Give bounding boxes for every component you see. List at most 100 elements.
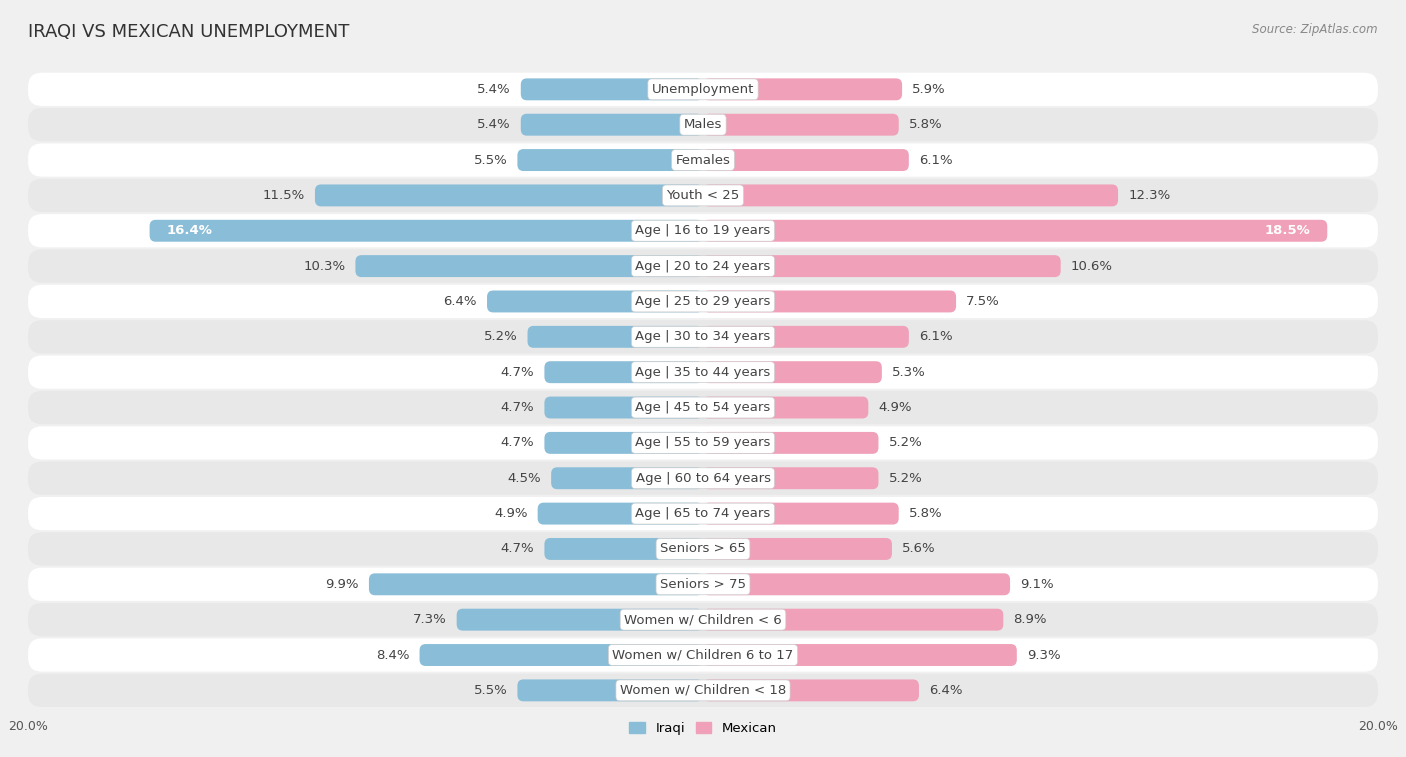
FancyBboxPatch shape [520,114,703,136]
Text: 16.4%: 16.4% [166,224,212,237]
FancyBboxPatch shape [703,255,1060,277]
Text: Source: ZipAtlas.com: Source: ZipAtlas.com [1253,23,1378,36]
Text: 5.3%: 5.3% [891,366,925,378]
FancyBboxPatch shape [28,603,1378,637]
Legend: Iraqi, Mexican: Iraqi, Mexican [624,716,782,740]
FancyBboxPatch shape [28,426,1378,459]
FancyBboxPatch shape [703,397,869,419]
Text: Age | 65 to 74 years: Age | 65 to 74 years [636,507,770,520]
Text: Age | 45 to 54 years: Age | 45 to 54 years [636,401,770,414]
Text: 7.5%: 7.5% [966,295,1000,308]
FancyBboxPatch shape [703,609,1004,631]
Text: Women w/ Children 6 to 17: Women w/ Children 6 to 17 [613,649,793,662]
Text: Youth < 25: Youth < 25 [666,189,740,202]
Text: 11.5%: 11.5% [263,189,305,202]
FancyBboxPatch shape [368,573,703,595]
Text: IRAQI VS MEXICAN UNEMPLOYMENT: IRAQI VS MEXICAN UNEMPLOYMENT [28,23,350,41]
Text: 5.6%: 5.6% [903,543,936,556]
Text: Seniors > 65: Seniors > 65 [659,543,747,556]
Text: 4.5%: 4.5% [508,472,541,484]
Text: 6.1%: 6.1% [920,154,953,167]
FancyBboxPatch shape [527,326,703,347]
Text: Age | 25 to 29 years: Age | 25 to 29 years [636,295,770,308]
Text: Age | 35 to 44 years: Age | 35 to 44 years [636,366,770,378]
FancyBboxPatch shape [28,638,1378,671]
Text: 18.5%: 18.5% [1264,224,1310,237]
FancyBboxPatch shape [544,361,703,383]
Text: 4.7%: 4.7% [501,366,534,378]
Text: Age | 55 to 59 years: Age | 55 to 59 years [636,436,770,450]
FancyBboxPatch shape [703,185,1118,207]
FancyBboxPatch shape [28,250,1378,282]
Text: 6.4%: 6.4% [443,295,477,308]
Text: 10.3%: 10.3% [304,260,346,273]
FancyBboxPatch shape [703,361,882,383]
FancyBboxPatch shape [537,503,703,525]
Text: Seniors > 75: Seniors > 75 [659,578,747,590]
FancyBboxPatch shape [28,532,1378,565]
FancyBboxPatch shape [703,79,903,101]
FancyBboxPatch shape [486,291,703,313]
Text: 4.7%: 4.7% [501,436,534,450]
Text: Women w/ Children < 18: Women w/ Children < 18 [620,684,786,697]
FancyBboxPatch shape [28,320,1378,354]
Text: 8.4%: 8.4% [375,649,409,662]
FancyBboxPatch shape [703,467,879,489]
Text: 9.9%: 9.9% [325,578,359,590]
Text: 5.2%: 5.2% [889,472,922,484]
FancyBboxPatch shape [28,391,1378,424]
FancyBboxPatch shape [28,462,1378,495]
Text: 4.9%: 4.9% [494,507,527,520]
Text: 7.3%: 7.3% [413,613,447,626]
FancyBboxPatch shape [703,220,1327,241]
FancyBboxPatch shape [28,214,1378,248]
Text: 5.4%: 5.4% [477,118,510,131]
FancyBboxPatch shape [28,73,1378,106]
FancyBboxPatch shape [703,680,920,701]
Text: 5.8%: 5.8% [908,118,942,131]
FancyBboxPatch shape [703,432,879,454]
Text: 5.2%: 5.2% [484,330,517,344]
Text: 5.4%: 5.4% [477,83,510,96]
FancyBboxPatch shape [703,291,956,313]
Text: Women w/ Children < 6: Women w/ Children < 6 [624,613,782,626]
Text: 5.5%: 5.5% [474,684,508,697]
FancyBboxPatch shape [544,397,703,419]
FancyBboxPatch shape [703,503,898,525]
FancyBboxPatch shape [544,432,703,454]
FancyBboxPatch shape [703,644,1017,666]
FancyBboxPatch shape [551,467,703,489]
Text: Age | 30 to 34 years: Age | 30 to 34 years [636,330,770,344]
FancyBboxPatch shape [703,149,908,171]
FancyBboxPatch shape [28,497,1378,530]
Text: 5.2%: 5.2% [889,436,922,450]
Text: Females: Females [675,154,731,167]
Text: 5.9%: 5.9% [912,83,946,96]
Text: Age | 60 to 64 years: Age | 60 to 64 years [636,472,770,484]
FancyBboxPatch shape [28,285,1378,318]
Text: 8.9%: 8.9% [1014,613,1047,626]
FancyBboxPatch shape [544,538,703,560]
Text: Age | 20 to 24 years: Age | 20 to 24 years [636,260,770,273]
FancyBboxPatch shape [457,609,703,631]
FancyBboxPatch shape [28,356,1378,389]
FancyBboxPatch shape [520,79,703,101]
Text: Unemployment: Unemployment [652,83,754,96]
Text: 4.7%: 4.7% [501,401,534,414]
FancyBboxPatch shape [703,573,1010,595]
FancyBboxPatch shape [28,674,1378,707]
Text: 4.7%: 4.7% [501,543,534,556]
FancyBboxPatch shape [703,538,891,560]
FancyBboxPatch shape [517,680,703,701]
FancyBboxPatch shape [315,185,703,207]
FancyBboxPatch shape [703,326,908,347]
Text: 12.3%: 12.3% [1128,189,1170,202]
FancyBboxPatch shape [419,644,703,666]
Text: 10.6%: 10.6% [1071,260,1112,273]
Text: 4.9%: 4.9% [879,401,912,414]
Text: Males: Males [683,118,723,131]
Text: 5.5%: 5.5% [474,154,508,167]
FancyBboxPatch shape [356,255,703,277]
Text: Age | 16 to 19 years: Age | 16 to 19 years [636,224,770,237]
FancyBboxPatch shape [28,108,1378,142]
